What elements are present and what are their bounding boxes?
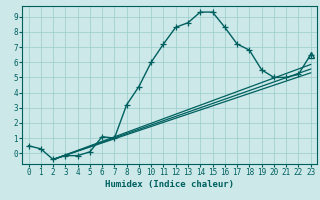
X-axis label: Humidex (Indice chaleur): Humidex (Indice chaleur) [105,180,234,189]
